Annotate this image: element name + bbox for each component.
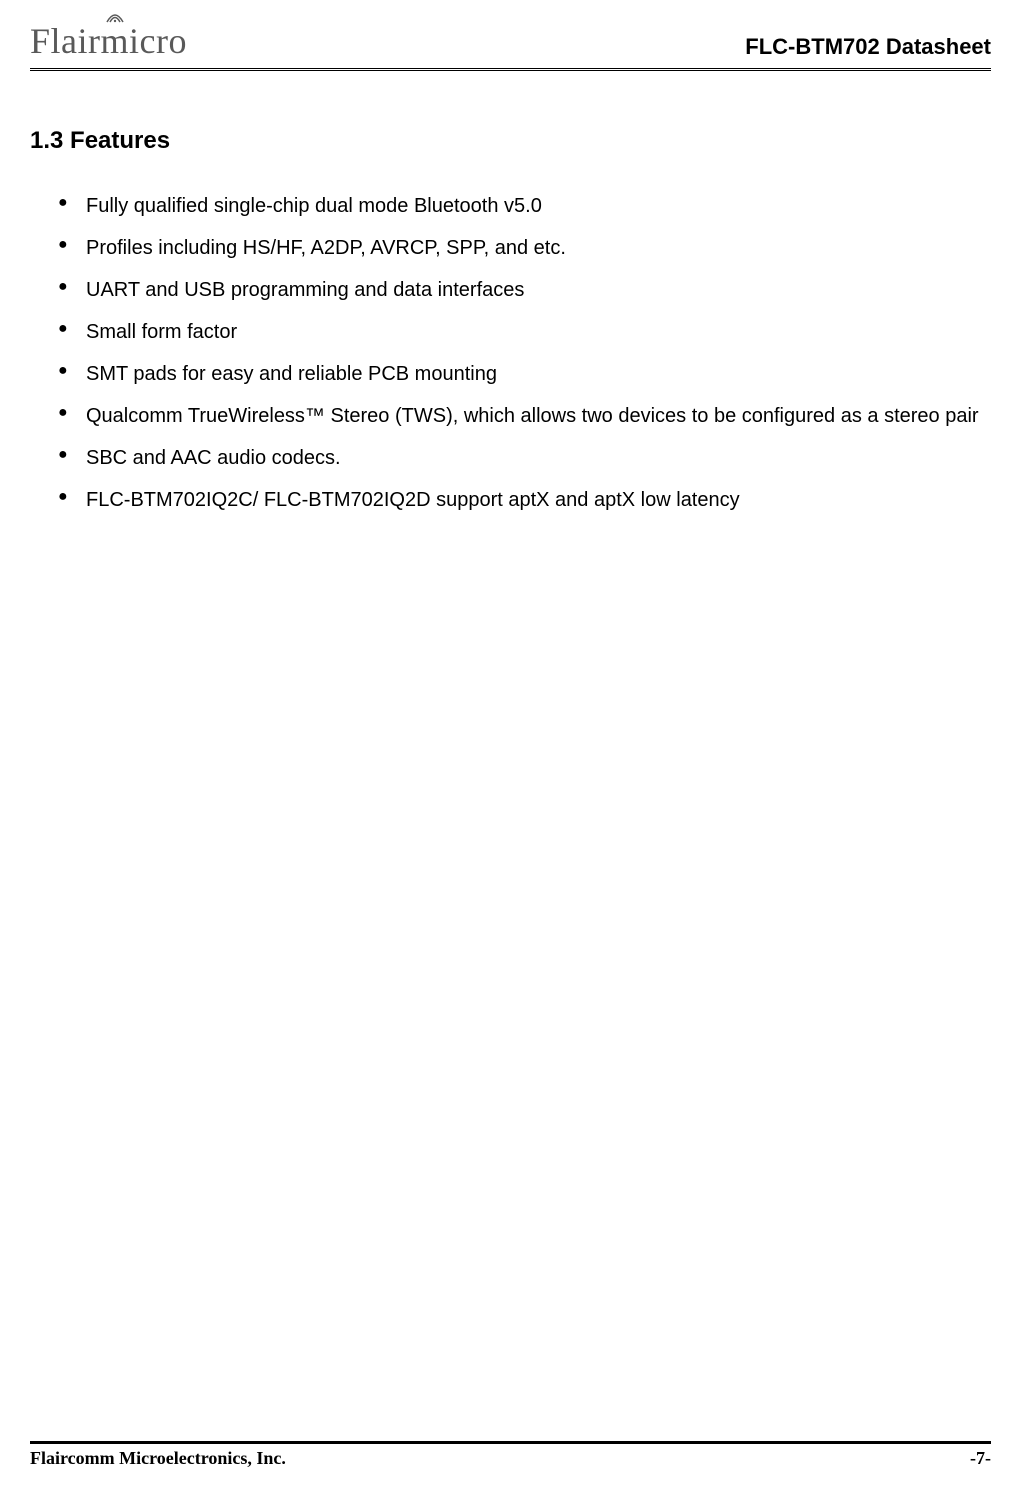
page-header: Flairmicro FLC-BTM702 Datasheet <box>30 20 991 62</box>
footer-page-number: -7- <box>970 1448 991 1469</box>
company-logo: Flairmicro <box>30 20 187 62</box>
section-heading: 1.3 Features <box>30 127 991 155</box>
footer-company-name: Flaircomm Microelectronics, Inc. <box>30 1448 286 1469</box>
footer-row: Flaircomm Microelectronics, Inc. -7- <box>30 1448 991 1469</box>
features-list: Fully qualified single-chip dual mode Bl… <box>30 191 991 516</box>
logo-accent-letter: m <box>101 20 130 62</box>
wifi-arc-icon <box>106 12 124 24</box>
feature-item: Small form factor <box>58 317 991 348</box>
feature-item: Profiles including HS/HF, A2DP, AVRCP, S… <box>58 233 991 264</box>
logo-part-3: icro <box>129 21 187 61</box>
logo-part-1: Flair <box>30 21 101 61</box>
feature-item: UART and USB programming and data interf… <box>58 275 991 306</box>
feature-item: Fully qualified single-chip dual mode Bl… <box>58 191 991 222</box>
page-footer: Flaircomm Microelectronics, Inc. -7- <box>30 1441 991 1469</box>
feature-item: Qualcomm TrueWireless™ Stereo (TWS), whi… <box>58 401 991 432</box>
feature-item: FLC-BTM702IQ2C/ FLC-BTM702IQ2D support a… <box>58 485 991 516</box>
feature-item: SBC and AAC audio codecs. <box>58 443 991 474</box>
feature-item: SMT pads for easy and reliable PCB mount… <box>58 359 991 390</box>
footer-divider <box>30 1441 991 1444</box>
document-title: FLC-BTM702 Datasheet <box>745 34 991 62</box>
header-divider <box>30 68 991 72</box>
